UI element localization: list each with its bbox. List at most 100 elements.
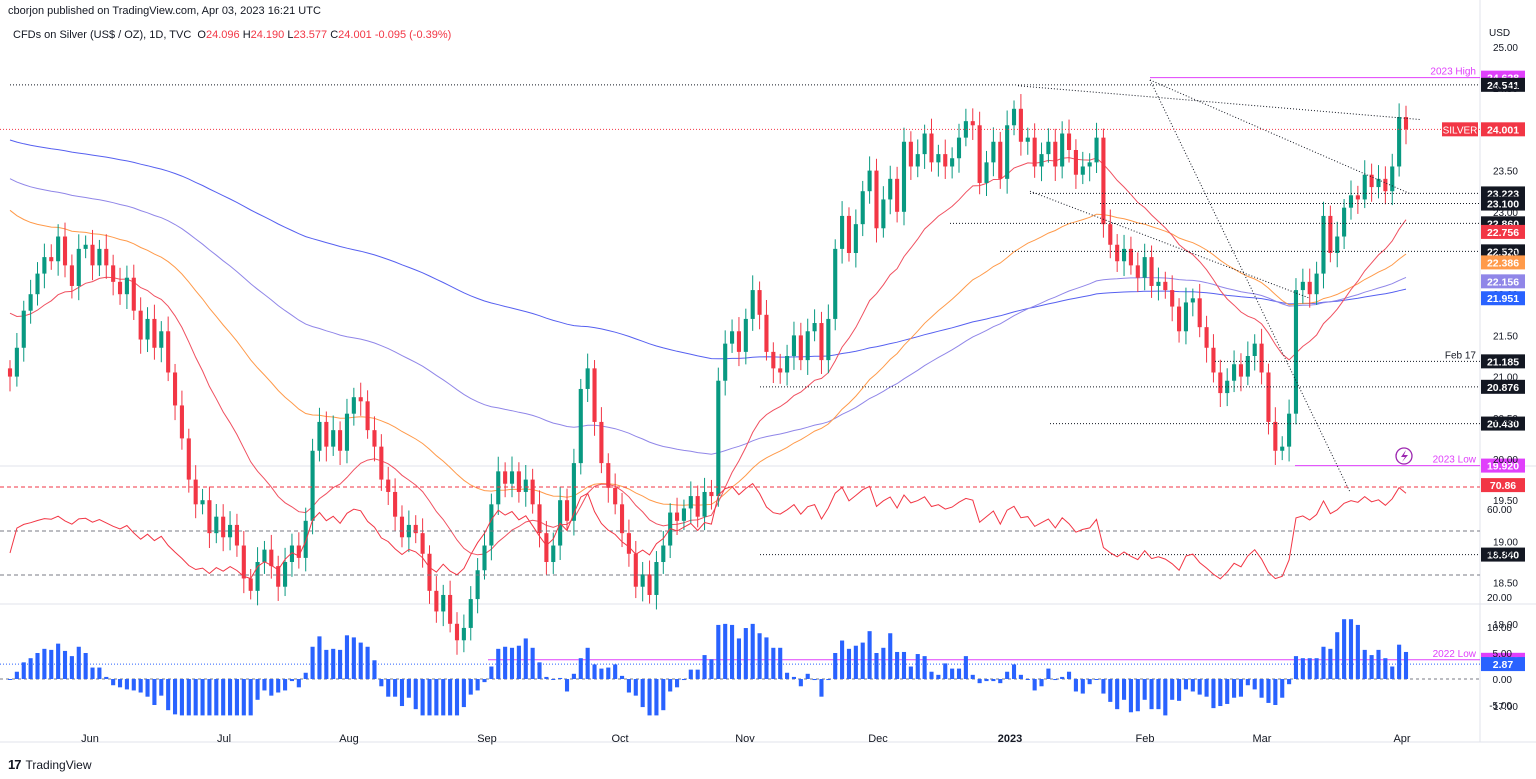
- candle-body: [166, 331, 171, 373]
- level-tag-value: 22.520: [1487, 246, 1519, 258]
- candle-body: [544, 533, 549, 562]
- time-tick-label: Sep: [477, 733, 497, 745]
- candle-body: [1156, 281, 1161, 286]
- bolt-icon[interactable]: [1395, 447, 1413, 465]
- footer: 17 TradingView: [8, 757, 92, 772]
- candle-body: [241, 545, 246, 579]
- candle-body: [1177, 306, 1182, 332]
- candle-body: [1053, 141, 1058, 167]
- level-tag-bg: [1481, 458, 1525, 473]
- candle-body: [351, 397, 356, 414]
- trendline: [1029, 190, 1311, 299]
- close-value: 24.001: [338, 29, 372, 41]
- candle-body: [1094, 137, 1099, 163]
- rsi-tag-value: 70.86: [1490, 480, 1516, 492]
- momentum-bar: [1403, 651, 1409, 679]
- momentum-bar: [668, 679, 673, 692]
- candle-body: [393, 491, 398, 517]
- momentum-bar: [544, 676, 549, 679]
- candle-body: [874, 170, 879, 229]
- candle-body: [647, 574, 652, 595]
- candle-body: [49, 257, 54, 262]
- momentum-bar: [1293, 656, 1299, 679]
- momentum-bar: [448, 679, 453, 716]
- momentum-bar: [338, 649, 343, 679]
- momentum-bar: [386, 679, 391, 697]
- candle-body: [509, 471, 515, 484]
- symbol-name: CFDs on Silver (US$ / OZ), 1D, TVC: [13, 29, 192, 41]
- momentum-bar: [138, 679, 143, 693]
- candle-body: [1149, 257, 1154, 286]
- level-tag-bg: [1481, 354, 1525, 369]
- momentum-bar: [1300, 658, 1305, 679]
- price-tag-value: 21.951: [1487, 293, 1519, 305]
- candle-body: [901, 141, 907, 212]
- momentum-tick-label: 5.00: [1493, 649, 1513, 660]
- momentum-bar: [922, 656, 927, 679]
- candle-body: [21, 310, 26, 348]
- momentum-bar: [1287, 679, 1292, 685]
- candle-body: [791, 335, 797, 356]
- time-tick-label: Apr: [1393, 733, 1410, 745]
- time-tick-label: Aug: [339, 733, 359, 745]
- candle-body: [771, 351, 776, 369]
- candle-body: [695, 496, 700, 517]
- candle-body: [1403, 117, 1409, 130]
- candle-body: [1211, 347, 1216, 373]
- momentum-bar: [441, 679, 446, 716]
- ema200-line: [9, 139, 1407, 360]
- candle-body: [427, 553, 432, 591]
- candle-body: [736, 331, 741, 352]
- momentum-bar: [35, 653, 40, 679]
- momentum-bar: [83, 653, 88, 679]
- momentum-bar: [950, 668, 955, 679]
- candle-body: [324, 421, 329, 447]
- footer-brand[interactable]: TradingView: [25, 757, 92, 772]
- momentum-bar: [1142, 679, 1147, 700]
- candle-body: [1362, 174, 1367, 200]
- candle-body: [585, 368, 590, 389]
- momentum-bar: [28, 658, 33, 679]
- time-axis: Jun Jul Aug Sep Oct Nov Dec 2023 Feb Mar Apr: [81, 733, 1411, 745]
- candle-body: [908, 141, 913, 167]
- candle-body: [420, 533, 425, 554]
- level-tag-bg: [1481, 244, 1525, 259]
- momentum-bar: [688, 669, 693, 679]
- candle-body: [1005, 125, 1010, 179]
- candle-body: [475, 570, 480, 600]
- momentum-bar: [647, 679, 652, 716]
- momentum-bar: [503, 646, 508, 679]
- momentum-bar: [413, 679, 418, 710]
- momentum-bar: [62, 650, 68, 679]
- candle-body: [709, 491, 714, 497]
- momentum-bar: [379, 679, 384, 687]
- momentum-bar: [943, 663, 948, 679]
- momentum-bar: [166, 679, 171, 711]
- candle-body: [111, 265, 116, 282]
- candle-body: [991, 141, 996, 163]
- momentum-bar: [1362, 649, 1367, 679]
- symbol-tag-bg: [1442, 122, 1478, 137]
- candle-body: [1273, 421, 1278, 451]
- momentum-bar: [1018, 674, 1023, 679]
- candle-body: [496, 471, 501, 505]
- momentum-bar: [936, 674, 941, 679]
- momentum-bar: [1335, 632, 1340, 679]
- candle-body: [1245, 356, 1250, 377]
- momentum-bar: [633, 679, 638, 696]
- momentum-bar: [1245, 679, 1250, 686]
- price-tick-label: 17.00: [1493, 702, 1518, 713]
- candle-body: [661, 545, 666, 562]
- candle-body: [1376, 178, 1381, 188]
- ema50-line: [9, 209, 1407, 506]
- tradingview-logo-icon[interactable]: 17: [8, 757, 22, 772]
- momentum-bar: [805, 673, 810, 679]
- candle-body: [1328, 215, 1333, 253]
- momentum-bar: [1218, 679, 1223, 707]
- momentum-bar: [840, 640, 845, 679]
- momentum-bar: [571, 673, 576, 679]
- momentum-bar: [853, 645, 858, 679]
- price-tick-label: 19.00: [1493, 537, 1518, 548]
- momentum-bar: [730, 624, 735, 679]
